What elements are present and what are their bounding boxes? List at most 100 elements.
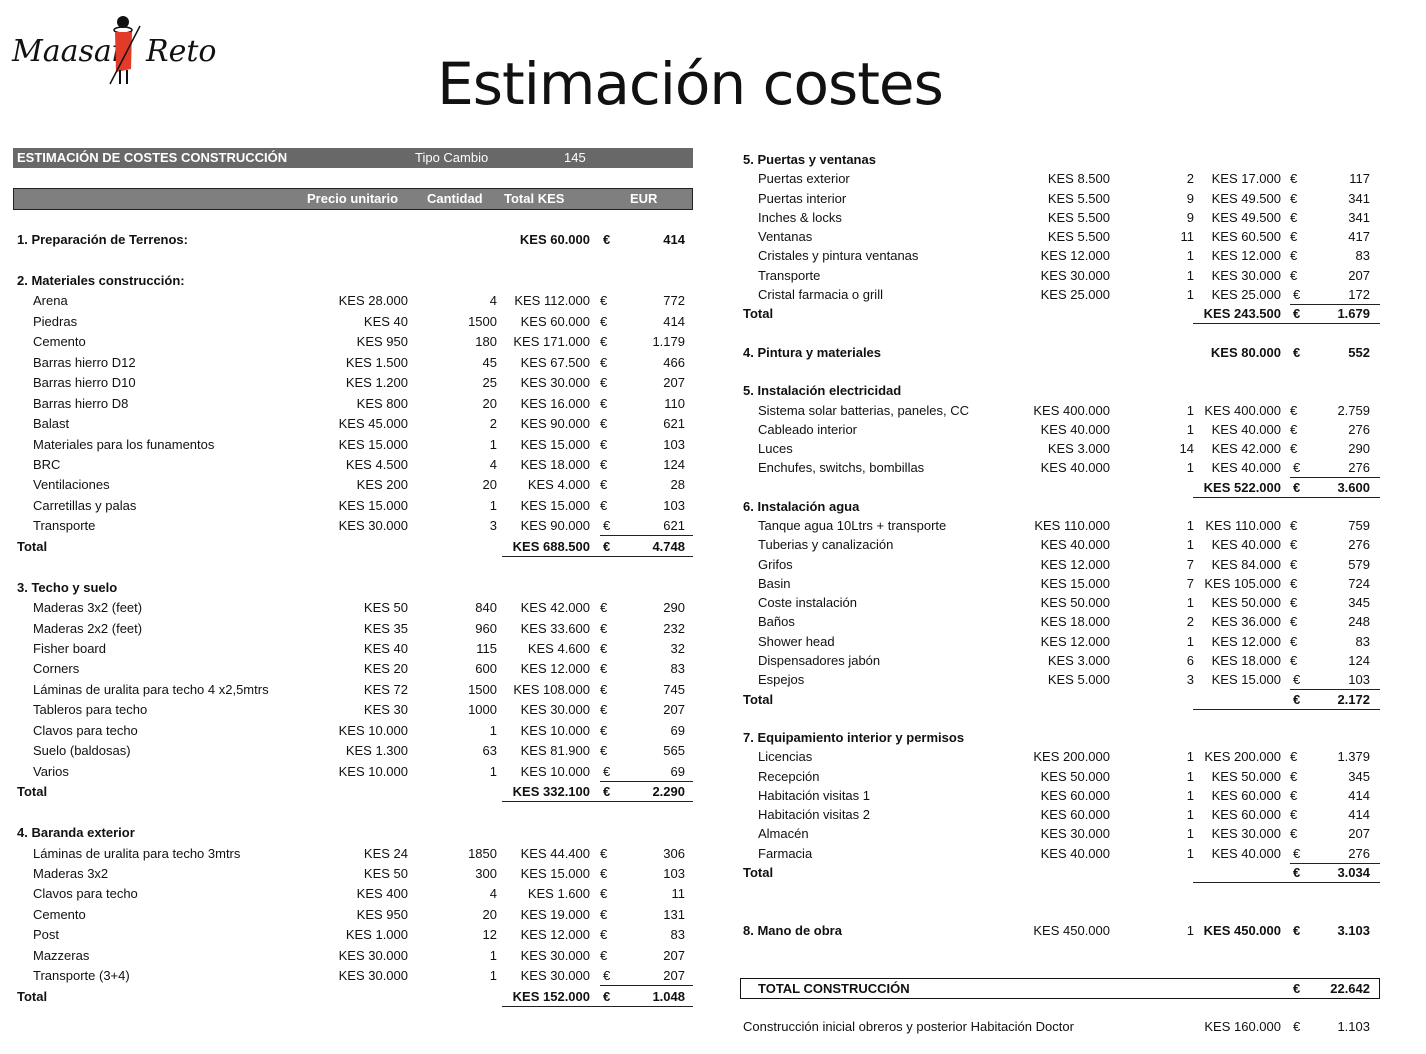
euro-symbol: € — [1293, 691, 1301, 707]
logo-text-left: Maasai — [12, 34, 122, 69]
quantity: 840 — [475, 600, 497, 616]
line-total-eur: 207 — [614, 967, 693, 987]
line-item-label: Puertas interior — [758, 190, 847, 206]
unit-price: KES 1.500 — [345, 354, 408, 370]
quantity: 9 — [1186, 190, 1194, 206]
quantity: 20 — [482, 395, 497, 411]
column-header-bar: Precio unitario Cantidad Total KES EUR — [13, 188, 693, 210]
line-total-eur: 83 — [1355, 633, 1370, 649]
euro-symbol: € — [1290, 826, 1298, 842]
line-item-label: Transporte (3+4) — [33, 968, 130, 984]
euro-symbol: € — [1290, 171, 1298, 187]
line-item-label: Baños — [758, 614, 795, 630]
line-total-eur: 207 — [663, 947, 685, 963]
euro-symbol: € — [1290, 653, 1298, 669]
line-total-kes: KES 110.000 — [1205, 518, 1281, 534]
euro-symbol: € — [603, 538, 611, 554]
line-total-kes: KES 200.000 — [1204, 749, 1281, 765]
line-item-label: Basin — [758, 575, 791, 591]
unit-price: KES 72 — [363, 681, 408, 697]
quantity: 600 — [475, 661, 497, 677]
line-item-label: Licencias — [758, 749, 813, 765]
quantity: 1 — [1186, 633, 1194, 649]
euro-symbol: € — [600, 456, 608, 472]
line-total-eur: 1.379 — [1337, 749, 1370, 765]
section-total-kes: KES 522.000 — [1203, 479, 1281, 495]
line-item-label: Varios — [33, 763, 69, 779]
quantity: 1 — [1186, 922, 1194, 938]
line-total-eur: 207 — [663, 702, 685, 718]
total-underline — [1193, 881, 1380, 883]
line-item-label: Suelo (baldosas) — [33, 743, 131, 759]
euro-symbol: € — [1290, 749, 1298, 765]
euro-symbol: € — [1290, 595, 1298, 611]
section-total-kes: KES 688.500 — [512, 538, 590, 554]
line-item-label: Enchufes, switchs, bombillas — [758, 460, 925, 476]
line-total-kes: KES 400.000 — [1204, 402, 1281, 418]
unit-price: KES 5.000 — [1047, 672, 1110, 688]
quantity: 1 — [1186, 787, 1194, 803]
section-total-eur: 2.290 — [652, 784, 685, 800]
section-total-kes: KES 243.500 — [1203, 306, 1281, 322]
line-item-label: Inches & locks — [758, 209, 842, 225]
line-item-label: Habitación visitas 1 — [758, 787, 870, 803]
quantity: 1 — [1186, 402, 1194, 418]
unit-price: KES 40.000 — [1040, 421, 1110, 437]
quantity: 20 — [482, 477, 497, 493]
line-total-kes: KES 36.000 — [1211, 614, 1281, 630]
quantity: 1 — [489, 968, 497, 984]
quantity: 1500 — [468, 313, 497, 329]
quantity: 2 — [1186, 614, 1194, 630]
line-total-eur: 621 — [663, 416, 685, 432]
euro-symbol: € — [600, 313, 608, 329]
line-total-eur: 341 — [1348, 190, 1370, 206]
euro-symbol: € — [600, 395, 608, 411]
unit-price: KES 18.000 — [1040, 614, 1110, 630]
quantity: 960 — [475, 620, 497, 636]
quantity: 1 — [1186, 807, 1194, 823]
total-underline — [1193, 496, 1380, 498]
section-total-kes — [1166, 691, 1281, 709]
line-total-kes: KES 112.000 — [514, 293, 590, 309]
unit-price: KES 200.000 — [1033, 749, 1110, 765]
line-total-eur: 117 — [1349, 171, 1370, 187]
col-unit-price: Precio unitario — [307, 191, 399, 206]
section-title: 6. Instalación agua — [743, 498, 860, 514]
line-total-eur: 414 — [663, 313, 685, 329]
section-total-eur: 3.103 — [1337, 922, 1370, 938]
line-total-eur: 207 — [1348, 267, 1370, 283]
line-total-kes: KES 30.000 — [1211, 826, 1281, 842]
euro-symbol: € — [1290, 614, 1298, 630]
line-total-kes: KES 44.400 — [520, 845, 590, 861]
line-total-eur: 110 — [664, 395, 685, 411]
line-total-eur: 745 — [663, 681, 685, 697]
exchange-rate-value: 145 — [564, 150, 586, 165]
grand-total-box — [740, 978, 1380, 999]
line-total-kes: KES 30.000 — [520, 702, 590, 718]
line-total-eur: 759 — [1348, 518, 1370, 534]
euro-symbol: € — [600, 763, 617, 782]
line-total-kes: KES 60.000 — [520, 313, 590, 329]
section-title: 8. Mano de obra — [743, 922, 842, 938]
quantity: 45 — [482, 354, 497, 370]
line-total-eur: 276 — [1304, 845, 1380, 864]
euro-symbol: € — [600, 517, 617, 537]
total-label: Total — [743, 864, 774, 880]
euro-symbol: € — [1290, 248, 1298, 264]
quantity: 115 — [476, 641, 497, 656]
line-item-label: Ventilaciones — [33, 477, 110, 493]
line-total-kes: KES 15.000 — [520, 436, 590, 452]
line-total-kes: KES 90.000 — [520, 416, 590, 432]
line-total-eur: 276 — [1304, 459, 1380, 479]
euro-symbol: € — [600, 600, 608, 616]
unit-price: KES 950 — [356, 906, 408, 922]
line-item-label: Luces — [758, 441, 793, 457]
quantity: 14 — [1179, 441, 1194, 457]
line-total-kes: KES 50.000 — [1211, 595, 1281, 611]
euro-symbol: € — [600, 845, 608, 861]
line-total-kes: KES 90.000 — [520, 518, 590, 534]
unit-price: KES 1.300 — [345, 743, 408, 759]
euro-symbol: € — [1290, 286, 1307, 305]
quantity: 1 — [1186, 749, 1194, 765]
section-title: 2. Materiales construcción: — [17, 272, 185, 288]
